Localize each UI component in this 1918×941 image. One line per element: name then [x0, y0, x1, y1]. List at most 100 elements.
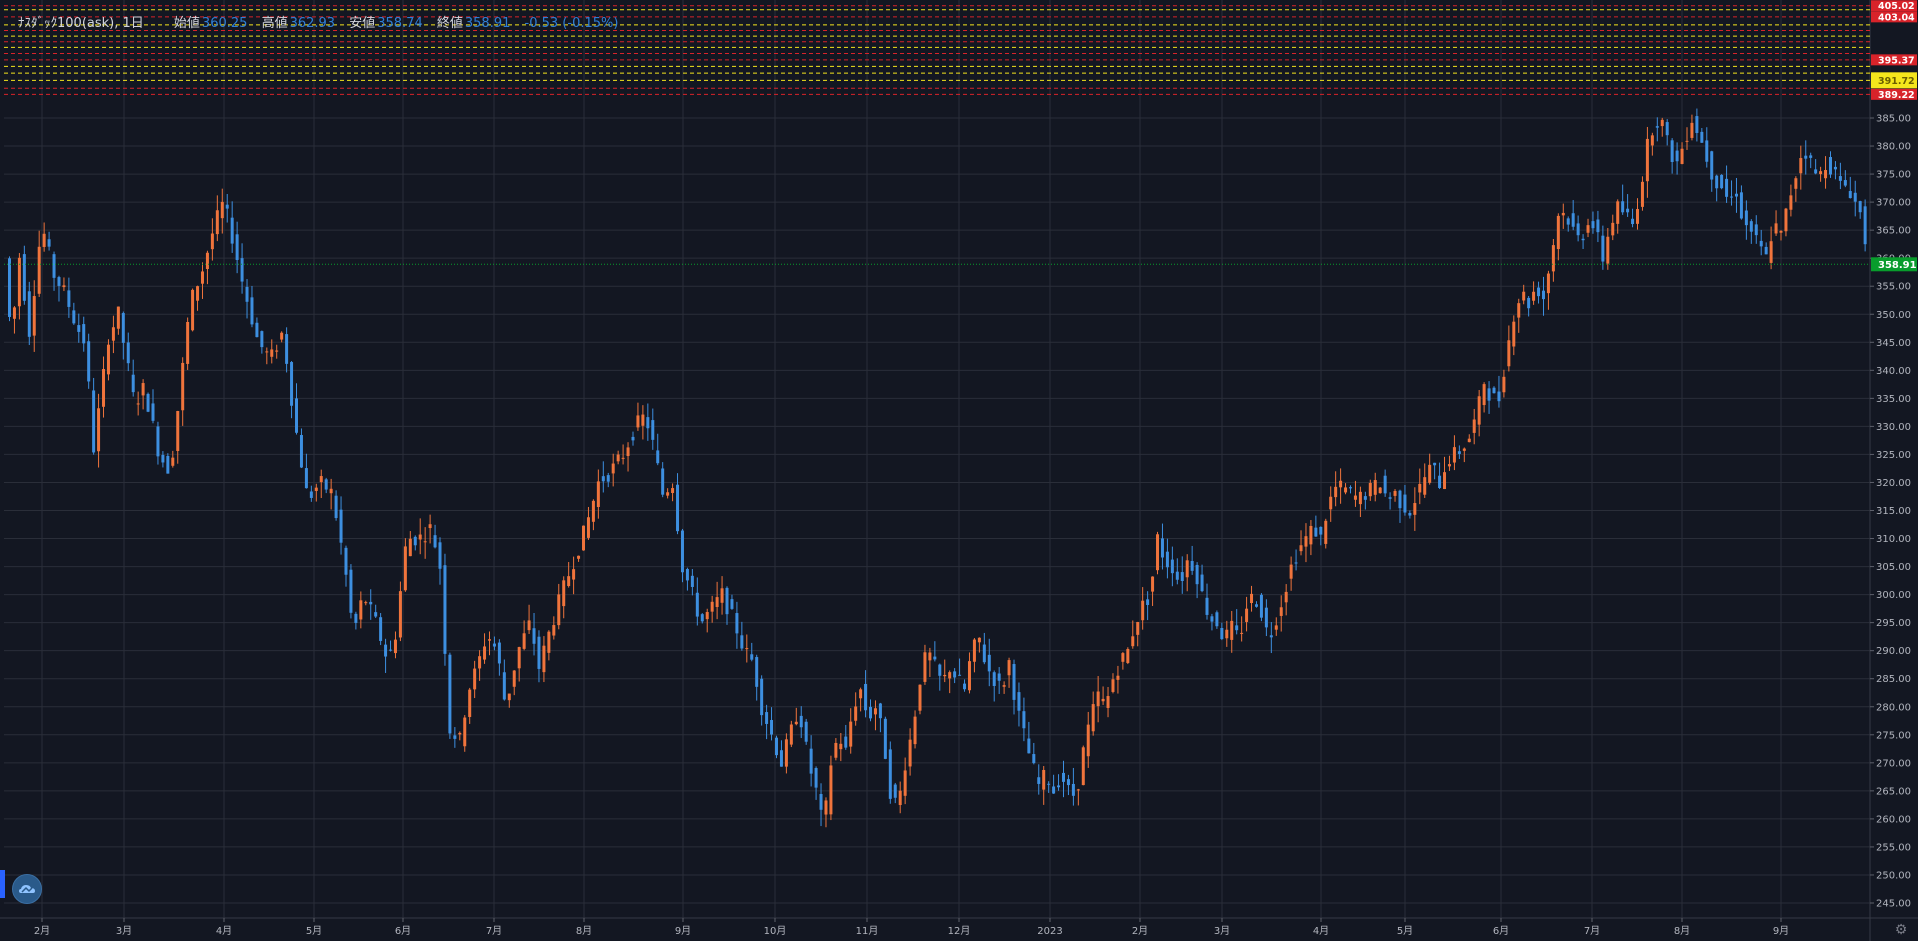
candle-up[interactable] [1299, 545, 1303, 552]
candle-down[interactable] [601, 476, 605, 482]
candle-up[interactable] [582, 525, 586, 551]
candle-down[interactable] [819, 794, 823, 810]
candle-down[interactable] [1220, 627, 1224, 640]
candle-down[interactable] [1403, 494, 1407, 513]
candle-down[interactable] [339, 509, 343, 543]
candle-up[interactable] [527, 620, 531, 631]
candle-up[interactable] [37, 246, 41, 294]
candle-up[interactable] [789, 724, 793, 745]
candle-down[interactable] [1739, 192, 1743, 219]
candle-down[interactable] [1200, 574, 1204, 592]
candle-up[interactable] [1121, 653, 1125, 662]
candle-down[interactable] [1294, 562, 1298, 564]
candle-up[interactable] [210, 233, 214, 250]
candle-down[interactable] [47, 239, 51, 247]
candle-up[interactable] [567, 576, 571, 587]
candle-up[interactable] [111, 327, 115, 341]
candle-down[interactable] [1804, 155, 1808, 159]
candle-down[interactable] [1319, 526, 1323, 535]
candle-down[interactable] [1537, 287, 1541, 297]
candle-up[interactable] [671, 488, 675, 493]
candle-up[interactable] [403, 546, 407, 591]
candle-up[interactable] [854, 706, 858, 721]
candle-down[interactable] [379, 617, 383, 641]
candle-down[interactable] [250, 297, 254, 325]
candle-up[interactable] [1586, 225, 1590, 233]
candle-down[interactable] [869, 706, 873, 719]
candle-down[interactable] [680, 530, 684, 573]
candle-down[interactable] [1566, 218, 1570, 225]
candle-up[interactable] [1660, 119, 1664, 127]
candle-down[interactable] [844, 736, 848, 748]
candle-up[interactable] [176, 411, 180, 451]
candle-up[interactable] [1373, 480, 1377, 495]
candle-up[interactable] [1640, 181, 1644, 207]
candle-up[interactable] [329, 488, 333, 494]
candle-up[interactable] [1225, 629, 1229, 639]
candle-up[interactable] [913, 716, 917, 745]
candle-down[interactable] [151, 403, 155, 421]
candle-up[interactable] [1606, 236, 1610, 264]
candle-up[interactable] [705, 612, 709, 620]
candle-up[interactable] [1789, 195, 1793, 210]
candle-up[interactable] [1418, 483, 1422, 493]
candle-up[interactable] [478, 656, 482, 669]
candle-down[interactable] [255, 322, 259, 338]
candle-up[interactable] [1081, 747, 1085, 786]
candle-up[interactable] [557, 594, 561, 626]
candle-down[interactable] [295, 398, 299, 433]
candle-down[interactable] [1695, 116, 1699, 133]
candle-up[interactable] [873, 708, 877, 715]
candle-up[interactable] [1636, 209, 1640, 224]
candle-up[interactable] [507, 693, 511, 701]
candle-down[interactable] [1398, 490, 1402, 509]
candle-down[interactable] [1195, 564, 1199, 585]
candle-down[interactable] [982, 644, 986, 663]
candle-up[interactable] [1616, 201, 1620, 224]
candle-down[interactable] [1487, 388, 1491, 401]
candle-up[interactable] [1116, 675, 1120, 680]
candle-down[interactable] [1210, 616, 1214, 622]
candle-down[interactable] [230, 217, 234, 244]
candle-up[interactable] [1824, 170, 1828, 179]
candle-down[interactable] [1710, 151, 1714, 180]
candle-down[interactable] [156, 426, 160, 457]
candle-down[interactable] [384, 644, 388, 657]
candle-up[interactable] [1522, 291, 1526, 301]
candle-up[interactable] [596, 481, 600, 508]
candle-up[interactable] [102, 369, 106, 407]
candle-up[interactable] [1378, 487, 1382, 494]
candle-down[interactable] [1527, 297, 1531, 309]
candle-up[interactable] [943, 674, 947, 677]
candle-up[interactable] [1101, 698, 1105, 702]
candle-up[interactable] [522, 633, 526, 649]
candle-down[interactable] [299, 435, 303, 468]
candle-up[interactable] [1358, 491, 1362, 505]
candle-up[interactable] [186, 322, 190, 364]
candle-up[interactable] [1240, 632, 1244, 634]
candle-up[interactable] [1507, 340, 1511, 367]
candle-up[interactable] [1443, 472, 1447, 490]
candle-down[interactable] [1071, 783, 1075, 796]
candle-up[interactable] [1091, 704, 1095, 732]
candle-up[interactable] [42, 233, 46, 247]
candle-up[interactable] [1279, 607, 1283, 616]
candle-up[interactable] [1141, 600, 1145, 621]
candle-down[interactable] [1057, 785, 1061, 788]
settings-gear-icon[interactable]: ⚙ [1894, 922, 1908, 938]
candle-up[interactable] [1353, 495, 1357, 500]
candle-up[interactable] [1680, 148, 1684, 164]
candle-up[interactable] [463, 717, 467, 747]
candle-down[interactable] [121, 313, 125, 343]
candle-down[interactable] [1180, 572, 1184, 582]
candle-down[interactable] [334, 495, 338, 519]
candle-down[interactable] [690, 575, 694, 587]
candle-down[interactable] [725, 587, 729, 615]
candle-down[interactable] [1744, 210, 1748, 226]
candle-up[interactable] [1339, 480, 1343, 488]
candle-down[interactable] [1571, 213, 1575, 227]
candle-down[interactable] [1670, 140, 1674, 162]
candle-down[interactable] [799, 715, 803, 728]
candle-down[interactable] [344, 547, 348, 575]
candle-up[interactable] [1136, 621, 1140, 635]
